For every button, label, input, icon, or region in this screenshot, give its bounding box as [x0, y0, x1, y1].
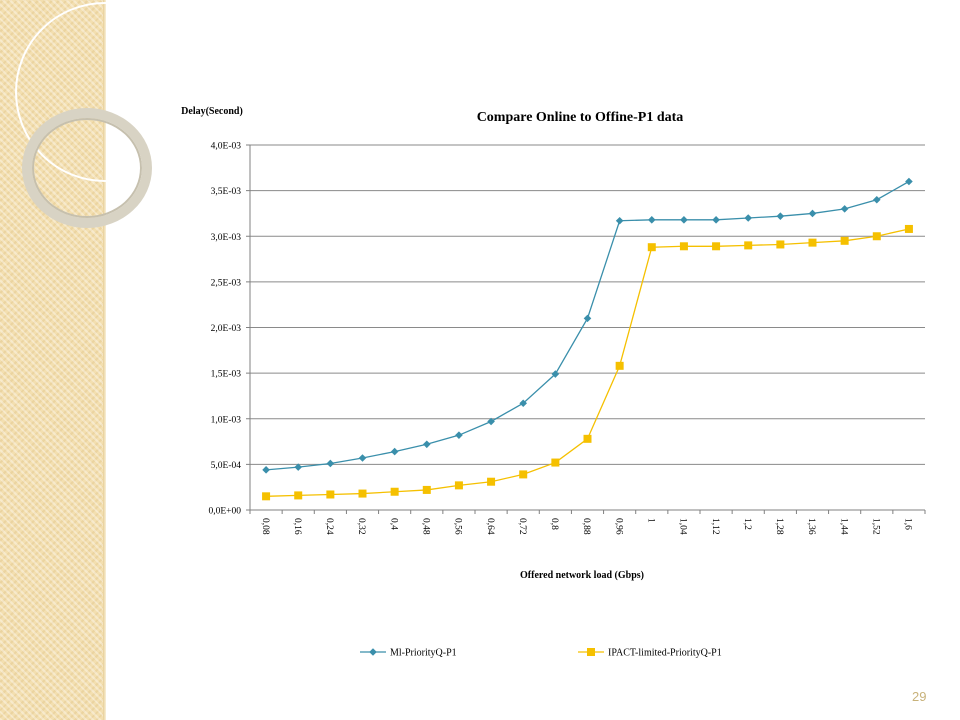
data-point: [326, 490, 335, 499]
data-point: [712, 216, 720, 224]
data-point: [647, 243, 656, 252]
y-axis-label: Delay(Second): [181, 106, 243, 117]
data-point: [294, 463, 303, 471]
x-tick-label: 1,44: [838, 518, 848, 535]
data-point: [583, 314, 592, 323]
y-tick-label: 1,0E-03: [211, 415, 242, 425]
legend: Ml-PriorityQ-P1 IPACT-limited-PriorityQ-P…: [360, 648, 722, 659]
data-point: [872, 232, 881, 241]
data-point: [551, 370, 560, 378]
data-point: [487, 477, 496, 486]
series-layer: [262, 177, 913, 501]
data-point: [519, 470, 528, 479]
x-tick-label: 1: [645, 518, 655, 523]
decorative-ring-inner: [22, 108, 152, 228]
data-point: [679, 242, 688, 251]
x-tick-label: 0,96: [613, 518, 623, 535]
legend-marker: [369, 648, 377, 656]
x-tick-label: 0,32: [356, 518, 366, 535]
series-2: [262, 224, 913, 501]
data-point: [744, 214, 753, 222]
x-tick-label: 0,88: [581, 518, 591, 535]
x-tick-label: 0,56: [453, 518, 463, 535]
data-point: [904, 224, 913, 233]
legend-label: IPACT-limited-PriorityQ-P1: [608, 648, 722, 659]
x-tick-label: 0,48: [420, 518, 430, 535]
data-point: [840, 205, 849, 213]
data-point: [294, 491, 303, 500]
x-tick-label: 0,24: [324, 518, 334, 535]
x-tick-label: 1,28: [774, 518, 784, 535]
x-tick-label: 1,12: [710, 518, 720, 535]
x-tick-label: 1,6: [903, 518, 913, 530]
data-point: [808, 238, 817, 247]
series-line: [266, 180, 910, 471]
data-point: [358, 489, 367, 498]
x-tick-label: 0,8: [549, 518, 559, 530]
data-point: [647, 216, 656, 224]
data-point: [390, 487, 399, 496]
x-tick-label: 0,64: [485, 518, 495, 535]
data-point: [422, 440, 431, 449]
data-point: [615, 216, 624, 225]
data-point: [776, 212, 785, 220]
data-point: [487, 417, 495, 426]
x-tick-label: 0,08: [260, 518, 270, 535]
y-tick-label: 2,0E-03: [211, 324, 242, 334]
data-point: [454, 481, 463, 490]
x-tick-label: 0,4: [388, 518, 398, 530]
data-point: [390, 447, 399, 456]
data-point: [905, 177, 913, 186]
data-point: [551, 458, 560, 467]
data-point: [455, 431, 463, 439]
y-tick-label: 3,5E-03: [211, 187, 242, 197]
page-number: 29: [912, 689, 927, 704]
x-tick-label: 1,2: [742, 518, 752, 530]
x-tick-label: 1,04: [678, 518, 688, 535]
y-tick-label: 2,5E-03: [211, 278, 242, 288]
y-tick-label: 1,5E-03: [211, 370, 242, 380]
data-point: [422, 485, 431, 494]
data-point: [808, 209, 817, 218]
x-tick-label: 1,36: [806, 518, 816, 535]
x-tick-label: 1,52: [870, 518, 880, 535]
data-point: [615, 361, 624, 370]
legend-marker: [587, 648, 595, 656]
left-band-edge: [103, 0, 106, 720]
legend-label: Ml-PriorityQ-P1: [390, 648, 457, 659]
data-point: [262, 466, 270, 474]
data-point: [712, 242, 721, 251]
chart-title: Compare Online to Offine-P1 data: [477, 110, 684, 125]
legend-item-1: Ml-PriorityQ-P1: [360, 648, 457, 659]
y-tick-label: 4,0E-03: [211, 142, 242, 152]
data-point: [872, 195, 881, 204]
data-point: [262, 492, 271, 501]
y-tick-label: 5,0E-04: [211, 461, 242, 471]
x-tick-label: 0,72: [517, 518, 527, 535]
data-point: [776, 240, 785, 249]
data-point: [583, 434, 592, 443]
data-point: [680, 216, 688, 224]
data-point: [358, 454, 367, 462]
x-tick-label: 0,16: [292, 518, 302, 535]
data-point: [519, 399, 528, 408]
legend-item-2: IPACT-limited-PriorityQ-P1: [578, 648, 722, 659]
data-point: [840, 236, 849, 245]
y-tick-label: 0,0E+00: [208, 507, 241, 517]
y-tick-label: 3,0E-03: [211, 233, 242, 243]
x-axis-label: Offered network load (Gbps): [520, 570, 644, 581]
data-point: [744, 241, 753, 250]
gridlines: [250, 144, 925, 465]
axes: 0,0E+00 5,0E-04 1,0E-03 1,5E-03 2,0E-03 2,5E-…: [208, 142, 926, 535]
data-point: [326, 459, 335, 468]
series-1: [262, 177, 913, 474]
